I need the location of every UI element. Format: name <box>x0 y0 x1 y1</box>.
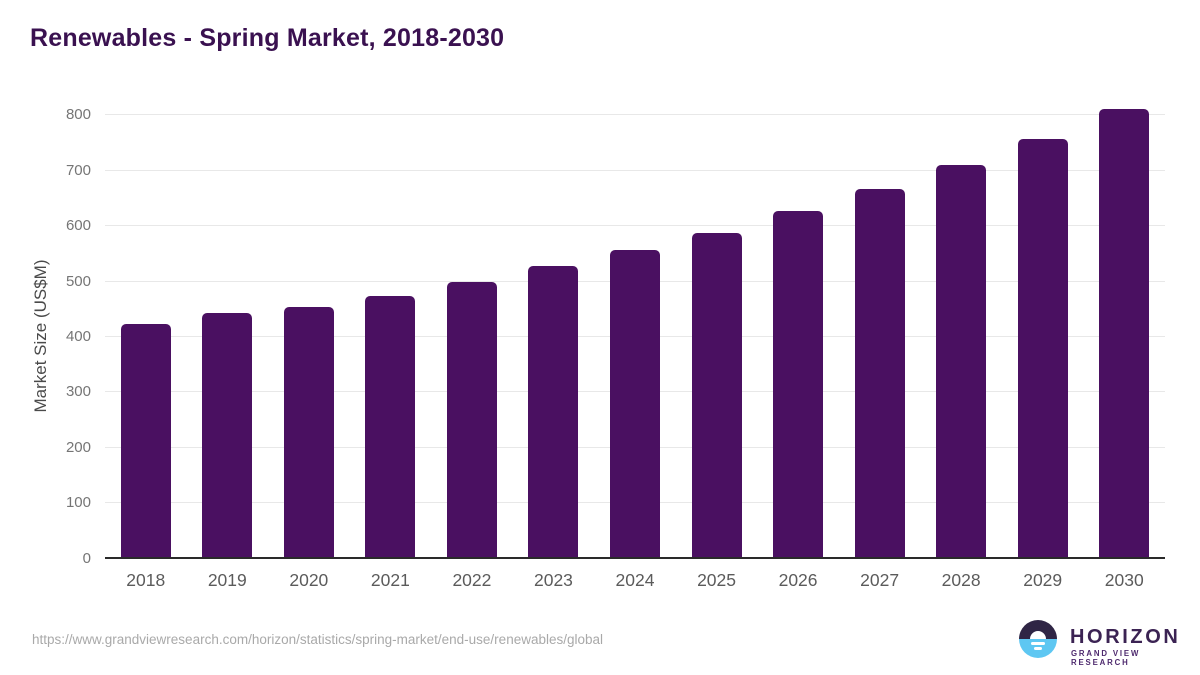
chart-title: Renewables - Spring Market, 2018-2030 <box>30 24 505 52</box>
bar-2029 <box>1017 138 1068 557</box>
bar-2026 <box>773 210 824 557</box>
plot-area: 0 100 200 300 400 500 600 700 800 2018 2019 2020 202… <box>66 90 1165 590</box>
horizon-logo: HORIZON GRAND VIEW RESEARCH <box>1019 620 1178 667</box>
x-tick-2028: 2028 <box>941 569 981 590</box>
bar-2018 <box>120 323 171 557</box>
bar-2027 <box>854 189 905 557</box>
x-tick-2025: 2025 <box>697 569 736 590</box>
y-tick-300: 300 <box>65 383 91 401</box>
y-tick-400: 400 <box>65 327 91 345</box>
y-tick-0: 0 <box>82 549 91 567</box>
x-tick-2023: 2023 <box>533 569 573 590</box>
x-axis-line <box>105 556 1165 559</box>
bar-2020 <box>283 307 334 557</box>
x-tick-2021: 2021 <box>370 569 410 590</box>
gridline-700 <box>105 169 1165 171</box>
bar-2023 <box>528 266 579 557</box>
logo-subtitle: GRAND VIEW RESEARCH <box>1071 649 1141 667</box>
bar-2028 <box>936 165 987 557</box>
x-tick-2030: 2030 <box>1104 569 1144 590</box>
bar-2025 <box>691 232 742 557</box>
y-tick-800: 800 <box>65 106 91 124</box>
water-reflection-icon <box>1034 647 1042 650</box>
sun-icon <box>1030 631 1046 639</box>
logo-name: HORIZON <box>1070 626 1181 648</box>
x-tick-2020: 2020 <box>289 569 329 590</box>
bar-2022 <box>446 282 497 557</box>
bar-2021 <box>365 296 416 557</box>
x-tick-2029: 2029 <box>1023 569 1063 590</box>
bar-2030 <box>1099 108 1150 557</box>
y-tick-600: 600 <box>65 217 91 235</box>
gridline-600 <box>105 225 1165 227</box>
x-tick-2026: 2026 <box>778 569 818 590</box>
y-tick-500: 500 <box>65 272 91 290</box>
horizon-logo-icon <box>1019 620 1057 658</box>
y-tick-700: 700 <box>65 161 91 179</box>
x-tick-2024: 2024 <box>615 569 655 590</box>
water-reflection-icon <box>1031 642 1045 645</box>
x-tick-2018: 2018 <box>126 569 166 590</box>
x-tick-2019: 2019 <box>207 569 247 590</box>
y-tick-200: 200 <box>65 438 91 456</box>
y-tick-100: 100 <box>65 494 91 512</box>
x-tick-2022: 2022 <box>452 569 492 590</box>
source-url: https://www.grandviewresearch.com/horizo… <box>32 632 604 647</box>
bar-2019 <box>202 312 253 557</box>
bar-2024 <box>610 249 660 557</box>
x-tick-2027: 2027 <box>860 569 900 590</box>
gridline-800 <box>105 114 1165 116</box>
